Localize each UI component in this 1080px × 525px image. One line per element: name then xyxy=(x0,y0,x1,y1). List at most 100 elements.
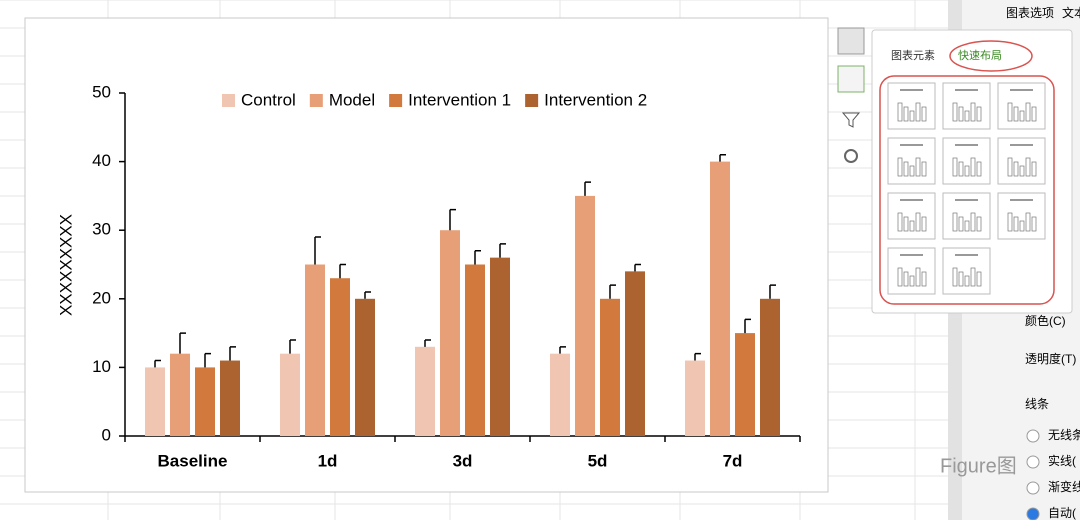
y-tick-label: 50 xyxy=(92,82,111,101)
legend-label: Intervention 1 xyxy=(408,90,511,109)
bar xyxy=(170,353,190,436)
legend-swatch xyxy=(309,94,323,107)
chart-elements-button[interactable] xyxy=(837,27,865,55)
legend-label: Model xyxy=(329,90,375,109)
bar xyxy=(145,367,165,436)
radio[interactable] xyxy=(1026,507,1040,521)
bar xyxy=(415,346,435,436)
bar xyxy=(760,298,780,436)
thumb-bar xyxy=(1025,102,1031,122)
thumb-bar xyxy=(897,102,903,122)
error-bar xyxy=(694,352,701,361)
thumb-bar xyxy=(964,165,970,177)
x-tick-label: 3d xyxy=(453,451,473,470)
thumb-bar xyxy=(1013,161,1019,177)
thumb-bar xyxy=(903,216,909,232)
bar xyxy=(550,353,570,436)
thumb-bar xyxy=(903,161,909,177)
thumb-bar xyxy=(915,212,921,232)
error-bar xyxy=(474,250,481,265)
y-tick-label: 20 xyxy=(92,288,111,307)
radio[interactable] xyxy=(1026,481,1040,495)
error-bar xyxy=(609,284,616,299)
thumb-bar xyxy=(921,161,927,177)
error-bar xyxy=(289,339,296,354)
thumb-bar xyxy=(958,106,964,122)
y-tick-label: 0 xyxy=(102,425,111,444)
option-label: 自动( xyxy=(1048,506,1076,520)
bar xyxy=(440,230,460,436)
thumb-bar xyxy=(952,212,958,232)
thumb-bar xyxy=(1013,216,1019,232)
thumb-bar xyxy=(958,216,964,232)
y-tick-label: 30 xyxy=(92,220,111,239)
settings-button[interactable] xyxy=(844,149,858,163)
popup-tab[interactable]: 快速布局 xyxy=(958,49,1002,62)
legend-swatch xyxy=(525,94,539,107)
thumb-bar xyxy=(903,106,909,122)
option-label: 渐变线 xyxy=(1048,479,1080,494)
thumb-bar xyxy=(976,216,982,232)
thumb-bar xyxy=(903,271,909,287)
bar xyxy=(685,360,705,436)
radio[interactable] xyxy=(1026,429,1040,443)
thumb-bar xyxy=(897,267,903,287)
error-bar xyxy=(719,153,726,162)
thumb-bar xyxy=(909,110,915,122)
bar xyxy=(625,271,645,436)
x-tick-label: 7d xyxy=(723,451,743,470)
thumb-bar xyxy=(1007,157,1013,177)
thumb-bar xyxy=(952,102,958,122)
bar xyxy=(195,367,215,436)
highlight xyxy=(879,75,1055,305)
y-tick-label: 10 xyxy=(92,357,111,376)
error-bar xyxy=(584,181,591,196)
thumb-bar xyxy=(921,271,927,287)
thumb-bar xyxy=(1031,216,1037,232)
sidebar-section[interactable]: 线条 xyxy=(1025,397,1049,411)
x-tick-label: 1d xyxy=(318,451,338,470)
layout-grid xyxy=(887,82,1046,295)
thumb-bar xyxy=(958,271,964,287)
legend-label: Intervention 2 xyxy=(544,90,647,109)
error-bar xyxy=(229,346,236,361)
thumb-bar xyxy=(970,267,976,287)
legend-swatch xyxy=(222,94,235,107)
thumb-bar xyxy=(976,106,982,122)
thumb-bar xyxy=(915,102,921,122)
thumb-bar xyxy=(976,161,982,177)
radio[interactable] xyxy=(1026,455,1040,469)
y-tick-label: 40 xyxy=(92,151,111,170)
sidebar-item: 透明度(T) xyxy=(1025,351,1076,366)
sidebar-tab[interactable]: 图表选项 xyxy=(1006,6,1054,20)
thumb-bar xyxy=(976,271,982,287)
thumb-bar xyxy=(1019,220,1025,232)
thumb-bar xyxy=(1007,212,1013,232)
watermark: Figure图 xyxy=(940,455,1017,477)
thumb-bar xyxy=(970,157,976,177)
option-label: 无线条 xyxy=(1048,428,1080,442)
thumb-bar xyxy=(1013,106,1019,122)
thumb-bar xyxy=(921,216,927,232)
style-button[interactable] xyxy=(837,65,865,93)
thumb-bar xyxy=(1019,165,1025,177)
error-bar xyxy=(204,352,211,368)
thumb-bar xyxy=(970,212,976,232)
sidebar-tab[interactable]: 文本 xyxy=(1062,5,1080,20)
chart: 0 10 20 30 40 50 Baseline 1d 3d 5d 7d Control Model I… xyxy=(92,82,801,470)
thumb-bar xyxy=(970,102,976,122)
thumb-bar xyxy=(958,161,964,177)
bar xyxy=(710,161,730,436)
filter-button[interactable] xyxy=(841,112,861,128)
error-bar xyxy=(339,263,346,279)
bar xyxy=(735,333,755,436)
bar xyxy=(490,257,510,436)
thumb-bar xyxy=(952,267,958,287)
thumb-bar xyxy=(1025,212,1031,232)
error-bar xyxy=(634,263,641,272)
thumb-bar xyxy=(952,157,958,177)
thumb-bar xyxy=(921,106,927,122)
thumb-bar xyxy=(1031,161,1037,177)
popup-tab[interactable]: 图表元素 xyxy=(891,48,935,62)
bar xyxy=(220,360,240,436)
